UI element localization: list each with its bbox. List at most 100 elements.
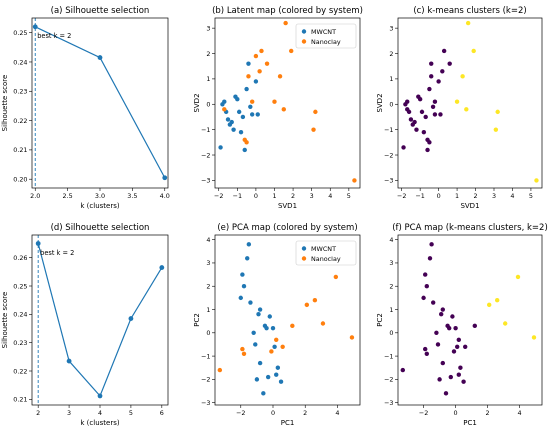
x-tick-label: 3.5 [127,192,137,200]
y-tick-label: 0 [206,329,210,337]
scatter-point-cluster-1 [534,178,539,183]
scatter-point-cluster-0 [438,112,443,117]
chart-b: (b) Latent map (colored by system) −2 −1 0 1… [193,6,363,210]
y-axis-label: SVD2 [193,93,201,112]
y-tick-label: 2 [389,283,393,291]
best-k-annotation: best k = 2 [37,32,71,40]
chart-title: (d) Silhouette selection [51,223,150,233]
scatter-point-nanoclay [244,140,249,145]
plot-frame [31,17,169,189]
chart-title: (a) Silhouette selection [51,6,150,16]
scatter-point-cluster-0 [463,344,468,349]
scatter-point-mwcnt [231,127,236,132]
scatter-point-cluster-0 [451,349,457,354]
scatter-point-nanoclay [217,367,223,373]
scatter-point-cluster-0 [425,147,430,153]
scatter-point-nanoclay [281,107,286,112]
y-tick-label: −2 [201,151,210,159]
legend-marker [301,256,307,261]
scatter-point-mwcnt [278,379,284,384]
legend-label: MWCNT [311,245,336,253]
scatter-point-cluster-1 [454,99,460,104]
x-tick-label: −2 [214,192,223,200]
x-tick-label: 5 [529,192,533,200]
scatter-point-cluster-0 [429,242,434,247]
y-tick-label: 0 [206,101,210,109]
scatter-point-mwcnt [275,365,281,370]
scatter-point-cluster-0 [456,337,461,342]
scatter-point-mwcnt [270,325,276,331]
scatter-point-mwcnt [246,61,251,66]
y-tick-label: −2 [384,151,393,159]
scatter-point-mwcnt [222,99,227,104]
scatter-point-cluster-0 [412,119,417,125]
x-tick-label: 4 [510,192,514,200]
scatter-point-mwcnt [240,114,246,120]
y-tick-label: 0.24 [13,311,27,319]
x-tick-label: 0 [454,409,458,417]
y-tick-label: 4 [206,236,210,244]
scatter-point-cluster-1 [487,302,492,308]
scatter-point-cluster-0 [424,284,429,289]
score-point [66,358,72,364]
score-point [159,265,165,270]
scatter-point-mwcnt [265,374,271,380]
scatter-point-nanoclay [274,337,279,342]
scatter-point-cluster-0 [430,104,436,110]
x-tick-label: 0 [271,409,275,417]
score-point [128,316,134,321]
scatter-point-nanoclay [311,127,316,132]
scatter-point-mwcnt [261,391,266,396]
legend-box [295,240,357,266]
score-point [162,175,168,181]
score-point [32,24,38,30]
y-tick-label: −1 [384,352,393,360]
best-k-annotation: best k = 2 [40,249,74,257]
scatter-point-mwcnt [229,119,234,125]
y-tick-label: 0.20 [13,176,27,184]
legend-marker [301,29,307,34]
x-tick-label: 0 [254,192,258,200]
scatter-point-cluster-0 [435,342,441,347]
x-tick-label: −2 [397,192,406,200]
scatter-point-cluster-0 [434,330,439,336]
y-tick-label: −3 [384,177,393,185]
y-tick-label: 2 [206,283,210,291]
scatter-point-cluster-0 [458,365,463,370]
y-tick-label: −1 [201,352,210,360]
scatter-point-cluster-0 [423,272,428,277]
legend-label: MWCNT [311,28,336,36]
legend-label: Nanoclay [311,38,341,46]
scatter-point-cluster-0 [424,351,429,356]
x-tick-label: 2 [486,409,490,417]
plot-frame [397,17,543,189]
scatter-point-mwcnt [218,145,223,150]
x-tick-label: 2.0 [30,192,40,200]
y-tick-label: 0.22 [13,117,27,125]
y-tick-label: 1 [389,75,393,83]
scatter-point-mwcnt [238,295,243,301]
y-tick-label: −2 [384,376,393,384]
scatter-point-nanoclay [333,274,339,280]
y-tick-label: 0.26 [13,254,27,262]
score-line [34,26,166,179]
chart-title: (c) k-means clusters (k=2) [413,6,526,16]
y-axis-label: Silhouette score [1,292,9,349]
score-point [35,241,41,246]
legend-box [295,23,357,49]
scatter-point-nanoclay [280,344,285,349]
y-axis-label: SVD2 [376,93,384,112]
scatter-point-cluster-1 [531,335,537,340]
scatter-point-mwcnt [251,330,256,336]
scatter-point-mwcnt [256,311,261,317]
scatter-point-cluster-0 [427,86,432,92]
scatter-point-cluster-1 [493,127,499,132]
scatter-point-cluster-0 [448,374,453,380]
y-tick-label: −2 [201,376,210,384]
y-tick-label: 0.21 [13,396,27,404]
scatter-point-nanoclay [257,69,262,74]
x-axis-label: k (clusters) [80,202,119,210]
legend-marker [301,246,307,251]
scatter-point-cluster-0 [405,99,410,104]
scatter-point-nanoclay [264,61,270,66]
